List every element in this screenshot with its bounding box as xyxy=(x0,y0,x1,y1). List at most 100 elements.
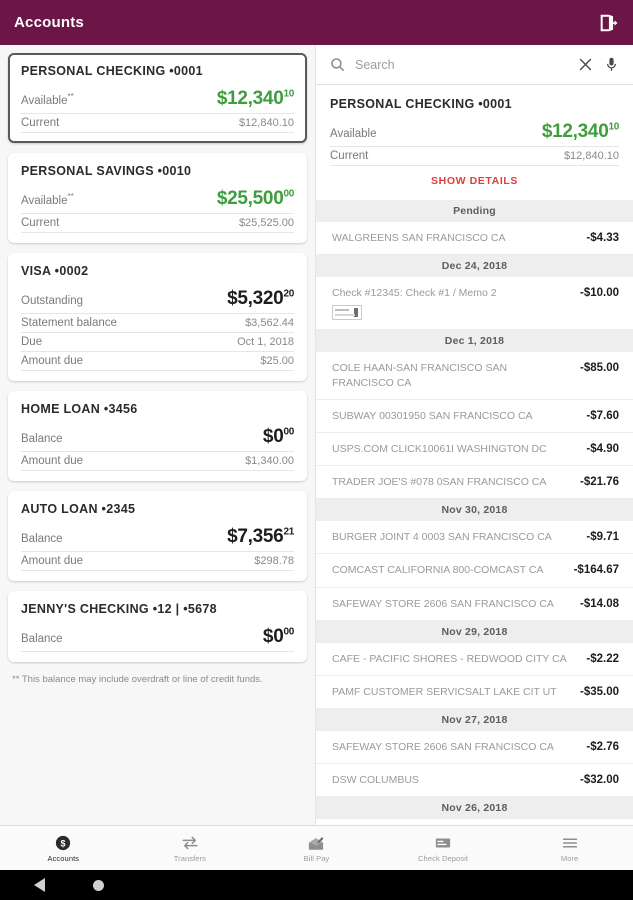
account-card[interactable]: JENNY'S CHECKING •12 | •5678 Balance $000 xyxy=(8,591,307,662)
nav-item-accounts[interactable]: $ Accounts xyxy=(0,834,127,863)
transaction-group-header: Dec 1, 2018 xyxy=(316,330,633,353)
transaction-row[interactable]: PAMF CUSTOMER SERVICSALT LAKE CIT UT -$35… xyxy=(316,675,633,710)
transaction-amount: -$21.76 xyxy=(579,476,619,489)
account-detail-row: Amount due $1,340.00 xyxy=(21,452,294,471)
transaction-row[interactable]: CAFE - PACIFIC SHORES - REDWOOD CITY CA -… xyxy=(316,642,633,676)
transactions-list[interactable]: Pending WALGREENS SAN FRANCISCO CA -$4.33 D… xyxy=(316,200,633,825)
content-area: PERSONAL CHECKING •0001 Available** $12,34… xyxy=(0,45,633,825)
home-circle-icon[interactable] xyxy=(93,879,104,891)
transaction-amount: -$4.33 xyxy=(586,232,619,244)
search-input[interactable] xyxy=(355,57,568,72)
nav-item-label: Transfers xyxy=(173,853,207,863)
transaction-row[interactable]: PANERA BREAD #4517 0SAN FRANCISCO CA-$4.… xyxy=(316,819,633,825)
app-header: Accounts xyxy=(0,0,633,45)
row-label: Due xyxy=(21,336,43,348)
transaction-description: COMCAST CALIFORNIA 800-COMCAST CA xyxy=(332,564,544,577)
logout-icon[interactable] xyxy=(597,12,619,34)
search-bar[interactable] xyxy=(316,45,633,85)
account-card[interactable]: PERSONAL SAVINGS •0010 Available** $25,500… xyxy=(8,153,307,243)
row-value: $12,34010 xyxy=(541,121,619,142)
transaction-row[interactable]: Check #12345: Check #1 / Memo 2 -$10.00 xyxy=(316,277,633,331)
transaction-row[interactable]: COLE HAAN-SAN FRANCISCO SAN FRANCISCO CA… xyxy=(316,352,633,400)
page-title: Accounts xyxy=(14,14,84,31)
detail-account-title: PERSONAL CHECKING •0001 xyxy=(330,97,512,111)
row-value: $12,840.10 xyxy=(563,150,619,162)
nav-item-label: Check Deposit xyxy=(418,853,469,863)
transaction-group-header: Dec 24, 2018 xyxy=(316,255,633,278)
account-card[interactable]: PERSONAL CHECKING •0001 Available** $12,34… xyxy=(8,53,307,143)
account-card[interactable]: AUTO LOAN •2345 Balance $7,35621 Amount due… xyxy=(8,491,307,581)
transaction-description: WALGREENS SAN FRANCISCO CA xyxy=(332,232,506,244)
transaction-row[interactable]: DSW COLUMBUS -$32.00 xyxy=(316,764,633,798)
nav-item-check-deposit[interactable]: Check Deposit xyxy=(380,834,507,863)
back-triangle-icon[interactable] xyxy=(34,878,45,892)
transaction-amount: -$2.76 xyxy=(586,741,619,754)
transaction-row[interactable]: SAFEWAY STORE 2606 SAN FRANCISCO CA -$2.7… xyxy=(316,731,633,765)
row-label: Statement balance xyxy=(21,317,117,329)
account-detail-row: Current $12,840.10 xyxy=(21,114,294,133)
row-value: $7,35621 xyxy=(227,526,294,547)
accounts-list-panel[interactable]: PERSONAL CHECKING •0001 Available** $12,34… xyxy=(0,45,315,825)
nav-item-transfers[interactable]: Transfers xyxy=(127,834,254,863)
transaction-row[interactable]: BURGER JOINT 4 0003 SAN FRANCISCO CA -$9.… xyxy=(316,521,633,555)
account-detail-row: Current $25,525.00 xyxy=(21,214,294,233)
transaction-description: DSW COLUMBUS xyxy=(332,774,419,787)
transaction-amount: -$10.00 xyxy=(579,287,619,300)
row-label: Amount due xyxy=(21,355,84,367)
svg-text:$: $ xyxy=(61,838,66,848)
check-card-icon xyxy=(434,834,452,852)
close-icon[interactable] xyxy=(577,56,594,73)
nav-item-bill-pay[interactable]: Bill Pay xyxy=(253,834,380,863)
account-detail-row: Current $12,840.10 xyxy=(330,147,619,166)
account-detail-row: Amount due $25.00 xyxy=(21,352,294,371)
transaction-row[interactable]: TRADER JOE'S #078 0SAN FRANCISCO CA -$21.… xyxy=(316,466,633,500)
dollar-circle-icon: $ xyxy=(54,834,72,852)
row-label: Amount due xyxy=(21,555,84,567)
balance-disclaimer: ** This balance may include overdraft or… xyxy=(12,674,263,685)
row-value: $000 xyxy=(262,426,294,447)
row-value: $25,525.00 xyxy=(238,217,294,229)
row-value: $25,50000 xyxy=(216,188,294,209)
transaction-description: Check #12345: Check #1 / Memo 2 xyxy=(332,286,570,321)
nav-item-label: Bill Pay xyxy=(303,853,330,863)
account-detail-row: Balance $000 xyxy=(21,623,294,652)
transaction-description: SUBWAY 00301950 SAN FRANCISCO CA xyxy=(332,409,533,422)
row-value: $12,840.10 xyxy=(238,117,294,129)
row-value: $000 xyxy=(262,626,294,647)
account-card-title: AUTO LOAN •2345 xyxy=(21,502,136,516)
transaction-description: TRADER JOE'S #078 0SAN FRANCISCO CA xyxy=(332,476,547,489)
transaction-description: USPS.COM CLICK10061I WASHINGTON DC xyxy=(332,442,547,455)
transaction-description: BURGER JOINT 4 0003 SAN FRANCISCO CA xyxy=(332,531,552,544)
account-card[interactable]: VISA •0002 Outstanding $5,32020 Statement b… xyxy=(8,253,307,381)
account-card-title: VISA •0002 xyxy=(21,264,89,278)
transaction-row[interactable]: USPS.COM CLICK10061I WASHINGTON DC -$4.90 xyxy=(316,432,633,467)
account-detail-row: Balance $7,35621 xyxy=(21,523,294,552)
transaction-row[interactable]: COMCAST CALIFORNIA 800-COMCAST CA -$164.6… xyxy=(316,554,633,588)
nav-item-label: More xyxy=(560,853,579,863)
transaction-row[interactable]: SAFEWAY STORE 2606 SAN FRANCISCO CA -$14.… xyxy=(316,587,633,621)
transaction-row[interactable]: SUBWAY 00301950 SAN FRANCISCO CA -$7.60 xyxy=(316,399,633,433)
transfer-arrows-icon xyxy=(181,834,199,852)
row-label: Balance xyxy=(21,633,63,645)
account-detail-row: Statement balance $3,562.44 xyxy=(21,314,294,333)
android-system-bar xyxy=(0,870,633,900)
row-label: Available** xyxy=(21,192,74,207)
check-image-thumbnail[interactable] xyxy=(332,305,362,321)
transaction-row[interactable]: WALGREENS SAN FRANCISCO CA -$4.33 xyxy=(316,222,633,256)
row-value: $25.00 xyxy=(260,355,294,367)
transaction-amount: -$4.90 xyxy=(586,442,619,455)
microphone-icon[interactable] xyxy=(603,56,620,73)
row-value: $1,340.00 xyxy=(245,455,294,467)
account-detail-row: Available** $25,50000 xyxy=(21,185,294,214)
transaction-description: PAMF CUSTOMER SERVICSALT LAKE CIT UT xyxy=(332,685,557,698)
row-label: Outstanding xyxy=(21,295,84,307)
show-details-button[interactable]: SHOW DETAILS xyxy=(431,175,518,187)
account-card-title: PERSONAL CHECKING •0001 xyxy=(21,64,203,78)
row-label: Current xyxy=(21,117,60,129)
account-card[interactable]: HOME LOAN •3456 Balance $000 Amount due $1,3… xyxy=(8,391,307,481)
nav-item-more[interactable]: More xyxy=(506,834,633,863)
transaction-description: CAFE - PACIFIC SHORES - REDWOOD CITY CA xyxy=(332,652,567,665)
row-label: Available** xyxy=(21,92,74,107)
row-label: Current xyxy=(330,150,369,162)
